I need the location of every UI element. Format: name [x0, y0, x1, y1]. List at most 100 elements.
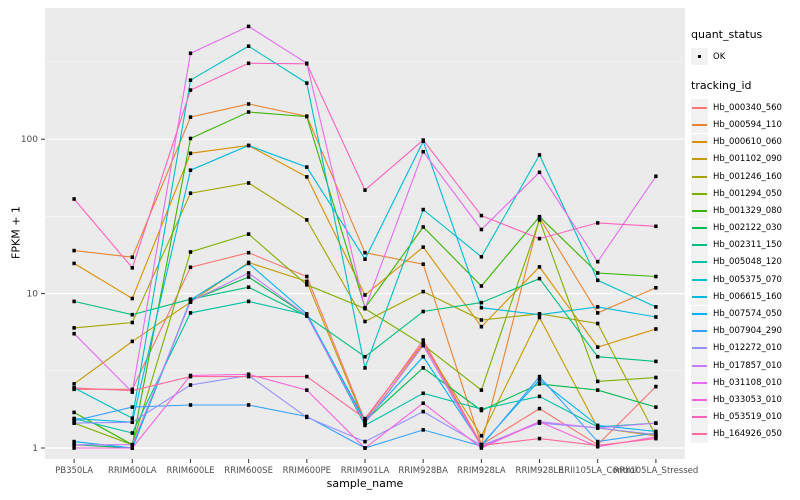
data-point [188, 311, 193, 315]
data-point [363, 293, 367, 297]
data-point [537, 276, 542, 281]
legend-item-Hb_005375_070: Hb_005375_070 [691, 271, 799, 289]
series-color-key-icon [691, 425, 708, 443]
series-color-key-icon [691, 133, 708, 151]
data-point [596, 388, 600, 392]
legend-item-label: Hb_002122_030 [713, 223, 782, 234]
legend-item-Hb_000340_560: Hb_000340_560 [691, 99, 799, 117]
data-point [188, 115, 193, 119]
data-point [246, 61, 251, 66]
legend-item-label: Hb_012272_010 [713, 343, 782, 354]
data-point [305, 313, 309, 318]
data-point [72, 439, 76, 444]
data-point [654, 305, 658, 309]
data-point [654, 359, 658, 364]
series-color-key-icon [691, 219, 708, 237]
data-point [72, 382, 76, 386]
data-point [72, 248, 76, 253]
data-point [596, 278, 600, 283]
x-tick-label: RRIM901LA [341, 466, 390, 476]
data-point [421, 354, 425, 359]
series-color-key-icon [691, 322, 708, 340]
data-point [654, 432, 658, 437]
data-point [72, 331, 76, 336]
series-color-key-icon [691, 99, 708, 117]
legend-item-label: Hb_007904_290 [713, 326, 782, 337]
data-point [596, 443, 600, 448]
series-color-key-icon [691, 253, 708, 271]
data-point [537, 153, 542, 157]
data-point [305, 274, 309, 279]
legend: quant_status OK tracking_id Hb_000340_56… [691, 28, 799, 457]
series-color-key-icon [691, 116, 708, 134]
data-point [421, 138, 425, 142]
data-point [363, 366, 367, 370]
data-point [246, 24, 251, 29]
data-point [363, 416, 367, 421]
data-point [130, 420, 134, 424]
series-color-key-icon [691, 305, 708, 323]
data-point [654, 327, 658, 331]
data-point [537, 315, 542, 320]
data-point [596, 221, 600, 225]
legend-item-Hb_001102_090: Hb_001102_090 [691, 150, 799, 168]
legend-item-label: Hb_002311_150 [713, 240, 782, 251]
x-tick-label: RRIM600LE [166, 466, 214, 476]
legend-item-Hb_000594_110: Hb_000594_110 [691, 116, 799, 134]
data-point [363, 250, 367, 255]
data-point [188, 151, 193, 156]
data-point [305, 374, 309, 379]
data-point [188, 51, 193, 56]
data-point [188, 299, 193, 304]
x-tick-label: RRIM600SE [224, 466, 273, 476]
series-color-key-icon [691, 185, 708, 203]
series-color-key-icon [691, 168, 708, 186]
data-point [421, 225, 425, 229]
y-tick-label: 1 [32, 444, 38, 454]
data-point [421, 338, 425, 342]
data-point [596, 305, 600, 309]
data-point [305, 279, 309, 284]
data-point [305, 415, 309, 420]
point-marker-icon [691, 48, 708, 66]
x-tick-label: RRIM600LA [108, 466, 157, 476]
panel-background [45, 8, 685, 459]
legend-item-label: Hb_017857_010 [713, 360, 782, 371]
data-point [188, 383, 193, 387]
data-point [72, 416, 76, 421]
data-point [130, 416, 134, 420]
data-point [654, 421, 658, 425]
data-point [654, 224, 658, 229]
legend-item-Hb_001294_050: Hb_001294_050 [691, 185, 799, 203]
data-point [421, 343, 425, 348]
legend-item-label: Hb_000610_060 [713, 137, 782, 148]
legend-item-label: Hb_000340_560 [713, 102, 782, 113]
data-point [537, 419, 542, 424]
data-point [130, 255, 134, 259]
data-point [246, 181, 251, 185]
data-point [421, 149, 425, 154]
data-point [72, 446, 76, 450]
series-color-key-icon [691, 339, 708, 357]
legend-tracking-items: Hb_000340_560 Hb_000594_110 Hb_000610_060 H… [691, 99, 799, 443]
data-point [72, 299, 76, 304]
data-point [479, 434, 484, 438]
legend-item-Hb_002311_150: Hb_002311_150 [691, 236, 799, 254]
series-color-key-icon [691, 357, 708, 375]
data-point [537, 378, 542, 382]
data-point [654, 274, 658, 279]
data-point [246, 102, 251, 106]
legend-item-ok: OK [691, 48, 799, 66]
data-point [537, 170, 542, 175]
data-point [596, 423, 600, 428]
data-point [596, 271, 600, 275]
data-point [246, 261, 251, 266]
data-point [246, 275, 251, 279]
legend-group-quant-status: quant_status OK [691, 28, 799, 66]
data-point [421, 262, 425, 266]
legend-title-tracking-id: tracking_id [691, 79, 752, 93]
data-point [305, 62, 309, 66]
data-point [479, 255, 484, 259]
data-point [305, 218, 309, 222]
data-point [188, 136, 193, 141]
